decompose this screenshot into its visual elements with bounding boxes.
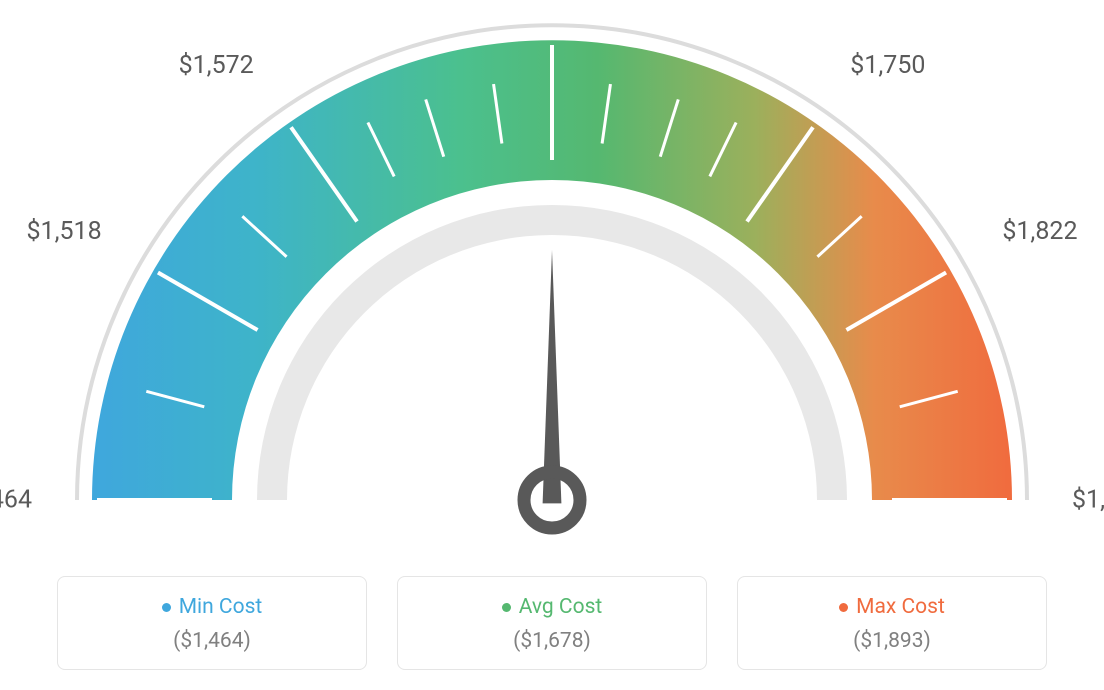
tick-label: $1,518 bbox=[26, 217, 101, 246]
legend-value: ($1,678) bbox=[408, 629, 696, 653]
legend-dot-icon bbox=[502, 603, 511, 612]
tick-label: $1,822 bbox=[1002, 217, 1077, 246]
tick-label: $1,750 bbox=[850, 51, 925, 80]
legend-card-min: Min Cost ($1,464) bbox=[57, 576, 367, 670]
legend-card-max: Max Cost ($1,893) bbox=[737, 576, 1047, 670]
legend-label: Max Cost bbox=[856, 595, 945, 619]
legend-label: Avg Cost bbox=[519, 595, 603, 619]
tick-label: $1,893 bbox=[1072, 486, 1104, 515]
tick-label: $1,572 bbox=[179, 51, 254, 80]
legend-title-max: Max Cost bbox=[839, 595, 945, 619]
legend-dot-icon bbox=[839, 603, 848, 612]
legend-value: ($1,464) bbox=[68, 629, 356, 653]
legend-title-avg: Avg Cost bbox=[502, 595, 603, 619]
needle bbox=[543, 250, 562, 503]
legend-row: Min Cost ($1,464) Avg Cost ($1,678) Max Cost… bbox=[0, 576, 1104, 670]
legend-title-min: Min Cost bbox=[162, 595, 263, 619]
legend-value: ($1,893) bbox=[748, 629, 1036, 653]
tick-label: $1,464 bbox=[0, 486, 32, 515]
legend-label: Min Cost bbox=[179, 595, 263, 619]
cost-gauge: $1,464$1,518$1,572$1,678$1,750$1,822$1,8… bbox=[0, 0, 1104, 560]
gauge-svg bbox=[0, 0, 1104, 560]
legend-card-avg: Avg Cost ($1,678) bbox=[397, 576, 707, 670]
legend-dot-icon bbox=[162, 603, 171, 612]
